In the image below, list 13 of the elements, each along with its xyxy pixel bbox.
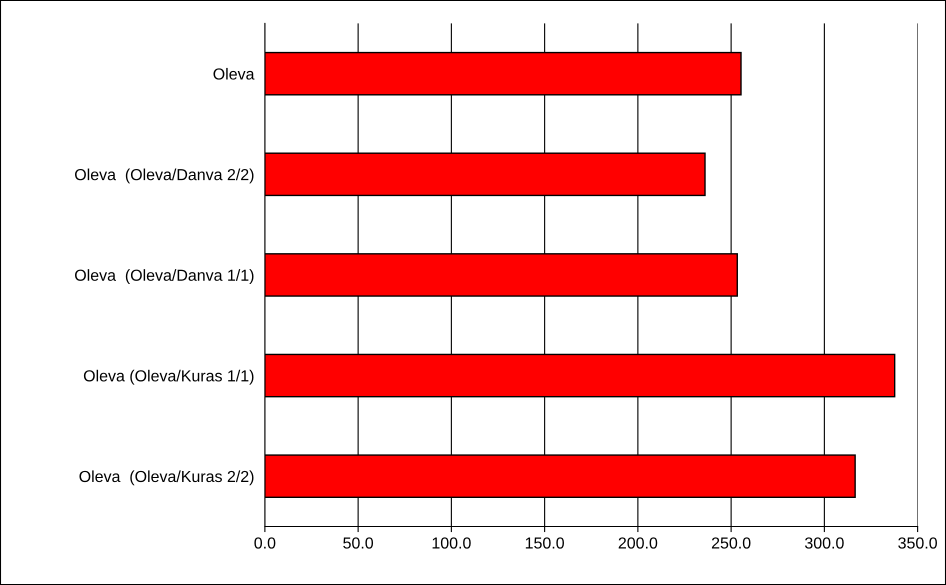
x-tick-label: 50.0 [343, 537, 374, 549]
x-tick-label: 100.0 [432, 537, 471, 549]
x-tick-label: 350.0 [898, 537, 937, 549]
y-tick-label: Oleva (Oleva/Danva 2/2) [75, 168, 254, 184]
y-tick-label: Oleva (Oleva/Kuras 2/2) [79, 470, 254, 486]
y-tick-label: Oleva (Oleva/Kuras 1/1) [84, 370, 254, 385]
x-tick-label: 300.0 [805, 537, 844, 549]
y-tick-label: Oleva (Oleva/Danva 1/1) [75, 269, 254, 284]
y-tick-label: Oleva [213, 68, 254, 80]
x-tick-label: 200.0 [618, 537, 658, 549]
x-tick-label: 250.0 [712, 537, 750, 549]
x-tick-label: 150.0 [526, 537, 564, 549]
x-tick-label: 0.0 [254, 537, 276, 549]
